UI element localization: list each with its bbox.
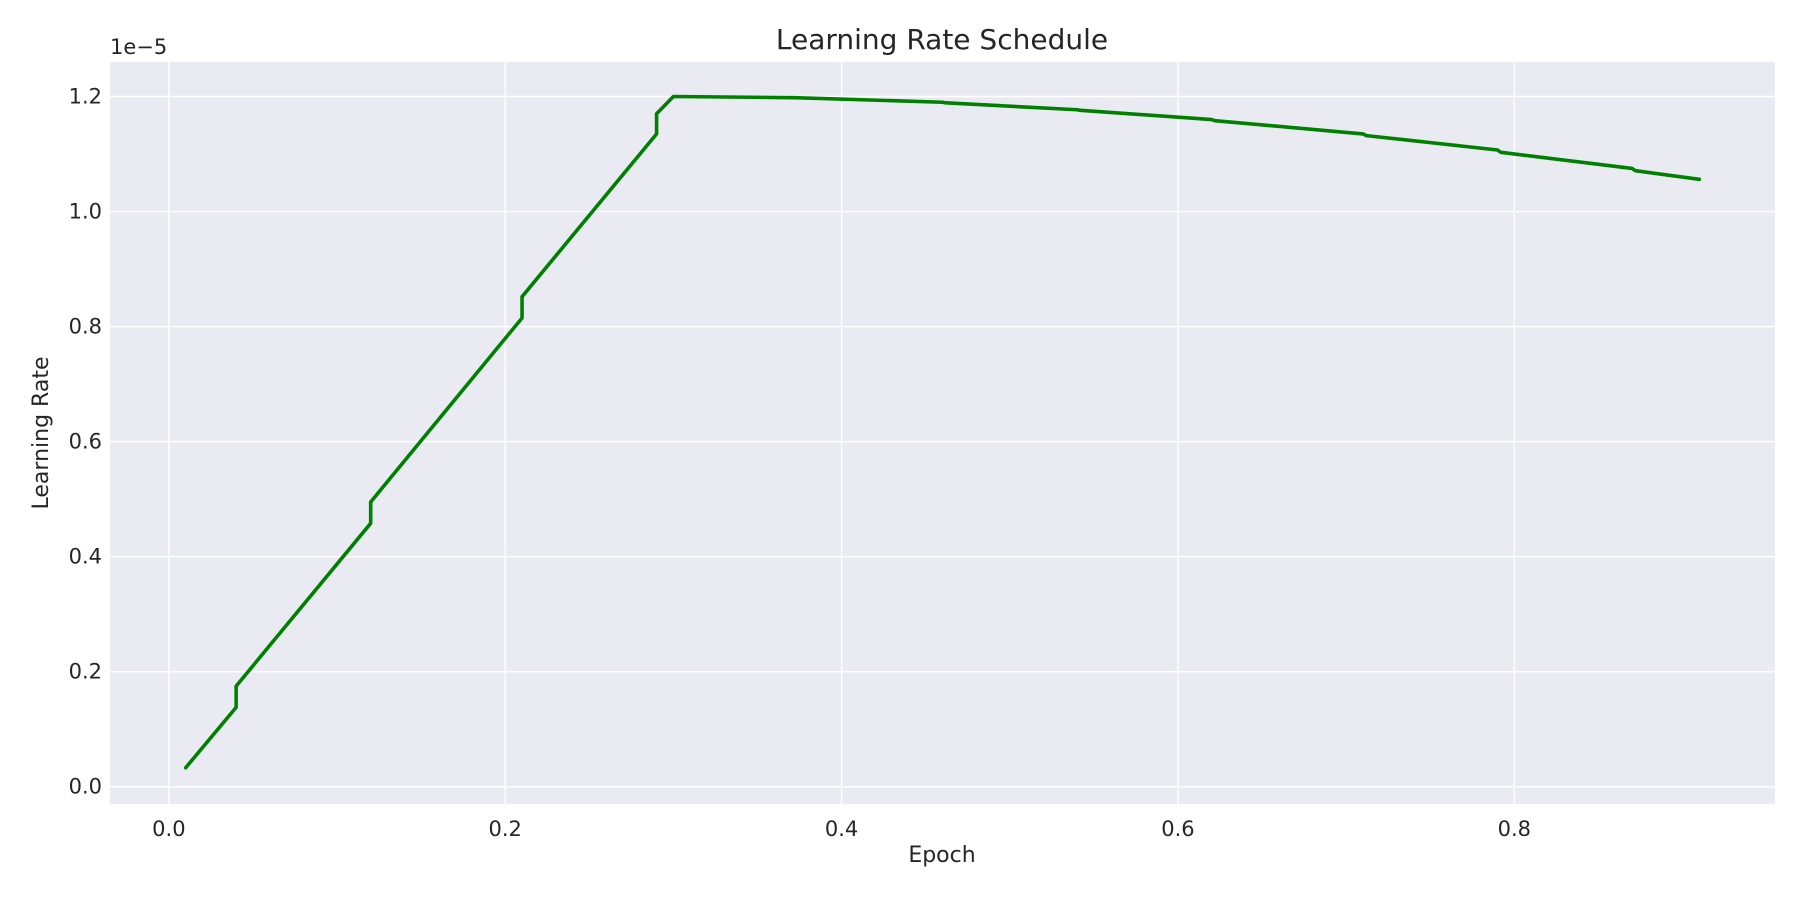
y-axis-offset-label: 1e−5	[110, 35, 167, 59]
grid-lines	[110, 62, 1775, 804]
x-axis-ticks: 0.0 0.2 0.4 0.6 0.8	[152, 817, 1531, 841]
y-tick-label: 1.2	[69, 85, 102, 109]
y-tick-label: 0.4	[69, 545, 102, 569]
x-tick-label: 0.0	[152, 817, 185, 841]
x-tick-label: 0.6	[1161, 817, 1194, 841]
series-lines	[183, 94, 1702, 770]
y-tick-label: 0.0	[69, 775, 102, 799]
plot-background	[110, 62, 1775, 804]
chart-title: Learning Rate Schedule	[776, 23, 1108, 56]
x-tick-label: 0.2	[489, 817, 522, 841]
y-axis-label: Learning Rate	[29, 357, 54, 510]
y-tick-label: 0.2	[69, 660, 102, 684]
x-axis-label: Epoch	[908, 843, 975, 868]
y-axis-ticks: 0.0 0.2 0.4 0.6 0.8 1.0 1.2	[69, 85, 102, 799]
y-tick-label: 0.6	[69, 430, 102, 454]
y-tick-label: 1.0	[69, 200, 102, 224]
learning-rate-line	[183, 94, 1702, 770]
y-tick-label: 0.8	[69, 315, 102, 339]
x-tick-label: 0.4	[825, 817, 858, 841]
x-tick-label: 0.8	[1498, 817, 1531, 841]
